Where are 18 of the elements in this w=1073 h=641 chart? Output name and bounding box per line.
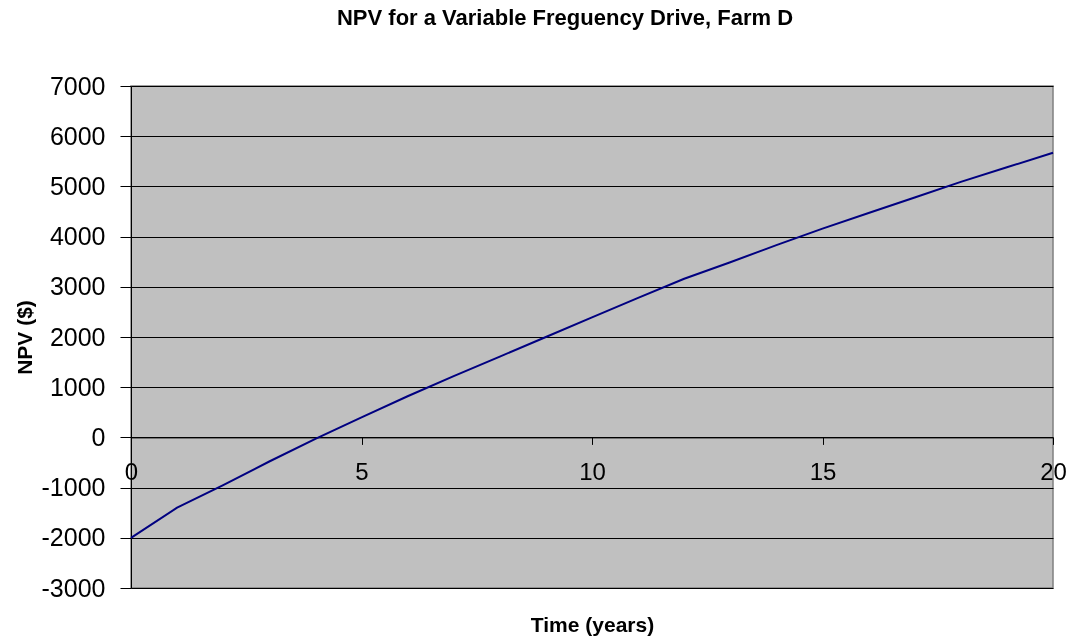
y-tick-label: -2000 <box>41 523 106 552</box>
y-tick-label: 7000 <box>49 71 106 100</box>
x-tick-label: 20 <box>1040 457 1067 485</box>
y-tick-label: -1000 <box>41 473 106 502</box>
y-tick-label: 5000 <box>49 171 106 200</box>
x-tick-label: 10 <box>579 457 606 485</box>
y-tick-label: 0 <box>91 422 106 451</box>
x-tick-label: 5 <box>355 457 369 485</box>
y-tick-label: 2000 <box>49 322 106 351</box>
y-tick-label: 1000 <box>49 372 106 401</box>
y-tick-label: -3000 <box>41 573 106 602</box>
x-axis-title: Time (years) <box>530 612 655 636</box>
y-tick-label: 3000 <box>49 272 106 301</box>
y-tick-label: 6000 <box>49 121 106 150</box>
x-tick-label: 15 <box>809 457 837 485</box>
y-axis-title: NPV ($) <box>12 300 36 375</box>
y-tick-label: 4000 <box>49 222 106 251</box>
chart-title: NPV for a Variable Freguency Drive, Farm D <box>336 5 794 30</box>
